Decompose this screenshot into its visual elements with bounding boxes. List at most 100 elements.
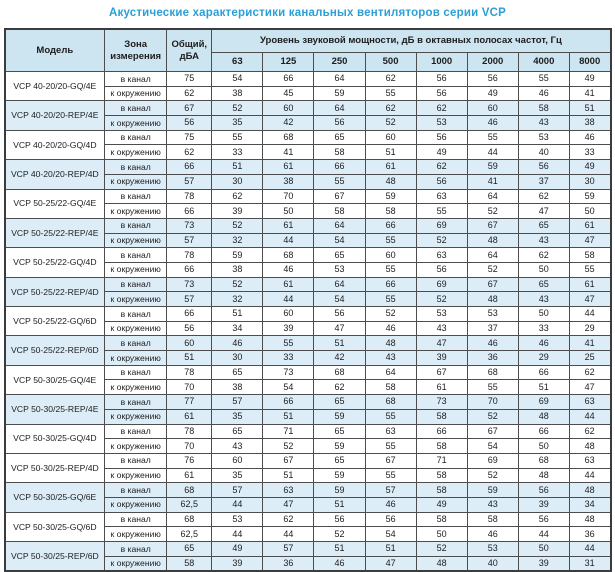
zone-cell: к окружению	[104, 261, 168, 278]
band-level-cell: 57	[211, 394, 264, 410]
band-level-cell: 54	[211, 71, 264, 87]
table-row-env: к окружению 62 38 45 59 55 56 49 46 41	[5, 85, 612, 102]
band-level-cell: 30	[211, 173, 264, 190]
total-dba-cell: 57	[166, 291, 213, 307]
band-level-cell: 52	[415, 541, 468, 557]
total-dba-cell: 57	[166, 173, 213, 190]
band-level-cell: 48	[364, 173, 417, 190]
band-level-cell: 54	[364, 526, 417, 542]
band-level-cell: 60	[262, 306, 315, 322]
zone-cell: к окружению	[104, 379, 168, 396]
zone-cell: в канал	[104, 276, 168, 293]
model-cell: VCP 50-25/22-GQ/6D	[3, 305, 106, 337]
band-level-cell: 47	[568, 379, 612, 396]
band-level-cell: 53	[517, 129, 570, 146]
band-level-cell: 34	[211, 320, 264, 337]
band-level-cell: 64	[466, 188, 519, 205]
band-level-cell: 52	[466, 203, 519, 219]
band-level-cell: 63	[415, 188, 468, 205]
band-level-cell: 50	[517, 438, 570, 454]
total-dba-cell: 65	[166, 541, 213, 557]
band-level-cell: 61	[568, 276, 612, 293]
band-level-cell: 67	[364, 452, 417, 469]
table-row-duct: VCP 50-30/25-GQ/6E в канал 68 57 63 59 57 58 59 5…	[3, 482, 612, 513]
band-level-cell: 66	[262, 71, 315, 87]
band-level-cell: 38	[568, 115, 612, 131]
band-level-cell: 58	[313, 203, 366, 219]
band-level-cell: 47	[364, 555, 417, 572]
band-level-cell: 51	[262, 467, 315, 484]
band-level-cell: 39	[211, 555, 264, 572]
band-level-cell: 52	[313, 526, 366, 542]
band-level-cell: 29	[568, 320, 612, 337]
band-level-cell: 47	[517, 203, 570, 219]
band-level-cell: 41	[568, 335, 612, 352]
col-header-freq: 2000	[466, 52, 519, 72]
band-level-cell: 67	[466, 217, 519, 234]
table-row-env: к окружению 56 35 42 56 52 53 46 43 38	[5, 115, 612, 131]
total-dba-cell: 73	[166, 276, 213, 293]
model-cell: VCP 50-25/22-REP/4D	[3, 276, 106, 308]
band-level-cell: 59	[211, 247, 264, 263]
band-level-cell: 44	[568, 467, 612, 484]
band-level-cell: 52	[466, 408, 519, 425]
band-level-cell: 40	[517, 144, 570, 161]
band-level-cell: 67	[466, 423, 519, 440]
band-level-cell: 35	[211, 408, 264, 425]
band-level-cell: 46	[313, 555, 366, 572]
band-level-cell: 67	[415, 364, 468, 381]
band-level-cell: 44	[517, 526, 570, 542]
band-level-cell: 53	[466, 306, 519, 322]
band-level-cell: 54	[262, 379, 315, 396]
band-level-cell: 44	[262, 526, 315, 542]
band-level-cell: 36	[568, 526, 612, 542]
band-level-cell: 51	[568, 100, 612, 117]
band-level-cell: 58	[415, 467, 468, 484]
band-level-cell: 46	[568, 129, 612, 146]
band-level-cell: 49	[568, 71, 612, 87]
band-level-cell: 59	[466, 159, 519, 175]
band-level-cell: 44	[211, 526, 264, 542]
band-level-cell: 61	[415, 379, 468, 396]
table-row-env: к окружению 58 39 36 46 47 48 40 39 31	[5, 555, 612, 572]
zone-cell: к окружению	[104, 438, 168, 454]
band-level-cell: 47	[313, 320, 366, 337]
zone-cell: к окружению	[104, 203, 168, 219]
band-level-cell: 56	[415, 261, 468, 278]
band-level-cell: 55	[211, 129, 264, 146]
band-level-cell: 66	[313, 159, 366, 175]
band-level-cell: 54	[313, 232, 366, 249]
total-dba-cell: 60	[166, 335, 213, 352]
zone-cell: к окружению	[104, 173, 168, 190]
band-level-cell: 66	[364, 217, 417, 234]
band-level-cell: 65	[211, 364, 264, 381]
band-level-cell: 49	[211, 541, 264, 557]
band-level-cell: 43	[517, 291, 570, 307]
band-level-cell: 59	[364, 188, 417, 205]
total-dba-cell: 62,5	[166, 496, 213, 513]
band-level-cell: 56	[517, 482, 570, 498]
band-level-cell: 64	[313, 217, 366, 234]
zone-cell: к окружению	[104, 526, 168, 542]
band-level-cell: 69	[415, 276, 468, 293]
band-level-cell: 65	[313, 247, 366, 263]
table-row-duct: VCP 50-30/25-REP/6D в канал 65 49 57 51 51 52 53…	[3, 541, 612, 572]
band-level-cell: 43	[517, 115, 570, 131]
band-level-cell: 62	[211, 188, 264, 205]
band-level-cell: 67	[313, 188, 366, 205]
total-dba-cell: 76	[166, 452, 213, 469]
zone-cell: к окружению	[104, 496, 168, 513]
band-level-cell: 43	[415, 320, 468, 337]
band-level-cell: 65	[313, 452, 366, 469]
band-level-cell: 48	[517, 467, 570, 484]
zone-cell: в канал	[104, 129, 168, 146]
table-row-duct: VCP 50-25/22-GQ/4E в канал 78 62 70 67 59 63 64 6…	[3, 188, 612, 219]
band-level-cell: 46	[466, 115, 519, 131]
band-level-cell: 60	[466, 100, 519, 117]
band-level-cell: 52	[211, 276, 264, 293]
band-level-cell: 68	[466, 364, 519, 381]
band-level-cell: 54	[466, 438, 519, 454]
band-level-cell: 58	[415, 511, 468, 528]
table-row-env: к окружению 51 30 33 42 43 39 36 29 25	[5, 350, 612, 366]
band-level-cell: 62	[415, 100, 468, 117]
